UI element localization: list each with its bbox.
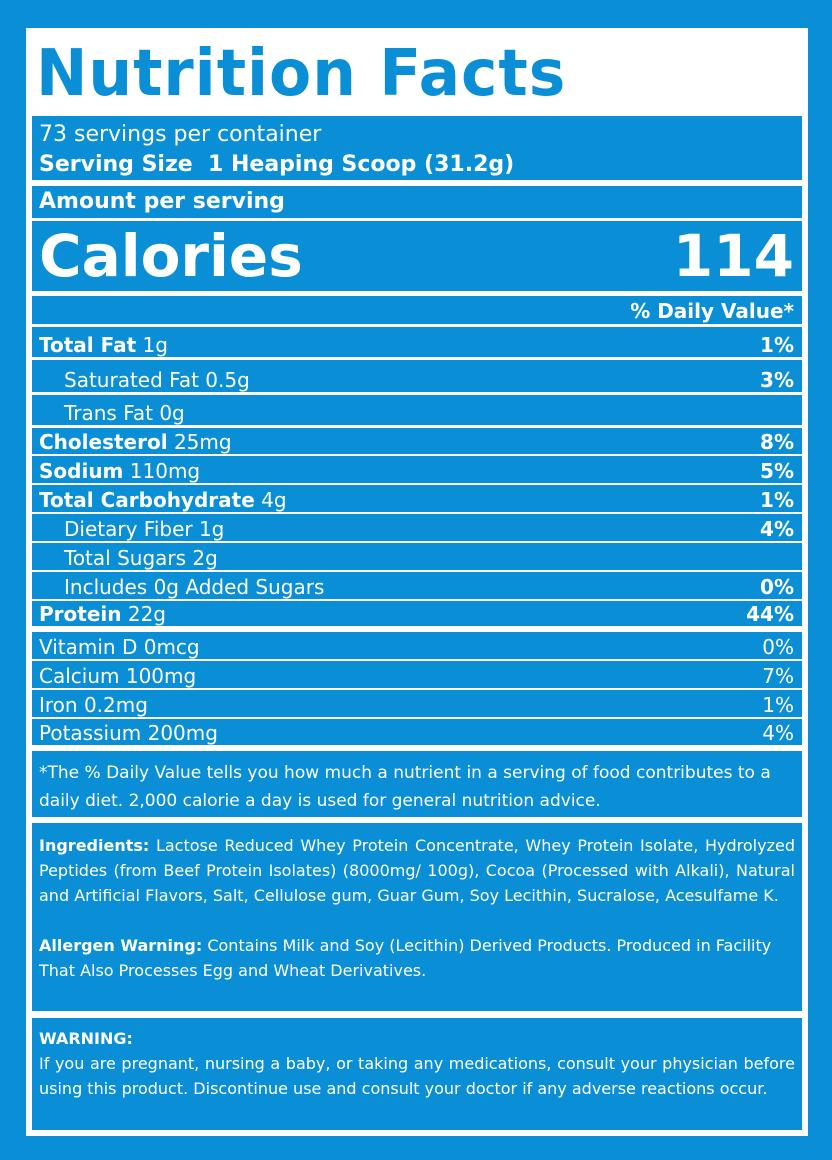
amount-per-serving-label: Amount per serving <box>39 189 285 214</box>
vitamin-dv: 7% <box>762 664 794 688</box>
calories-row: Calories 114 <box>32 221 802 291</box>
nutrient-label: Includes 0g Added Sugars <box>64 575 325 599</box>
calories-label: Calories <box>39 222 303 290</box>
daily-value-header-row: % Daily Value* <box>32 296 802 324</box>
nutrient-dv: 3% <box>760 368 794 392</box>
ingredients-label: Ingredients: <box>39 836 150 855</box>
nutrient-label: Protein 22g <box>39 602 166 626</box>
nutrient-dv: 5% <box>760 459 794 483</box>
ingredients: Ingredients: Lactose Reduced Whey Protei… <box>32 833 802 908</box>
nutrient-label: Total Fat 1g <box>39 333 168 357</box>
warning-text: If you are pregnant, nursing a baby, or … <box>39 1054 795 1098</box>
page-title: Nutrition Facts <box>36 37 567 111</box>
nutrient-dv: 44% <box>746 602 794 626</box>
vitamin-dv: 1% <box>762 693 794 717</box>
vitamin-label: Iron 0.2mg <box>39 693 148 717</box>
vitamin-row-vitamin-d: Vitamin D 0mcg 0% <box>32 632 802 659</box>
vitamin-dv: 4% <box>762 721 794 745</box>
vitamin-label: Calcium 100mg <box>39 664 197 688</box>
nutrient-row-sodium: Sodium 110mg 5% <box>32 456 802 483</box>
daily-value-footnote: *The % Daily Value tells you how much a … <box>39 763 771 811</box>
vitamin-row-calcium: Calcium 100mg 7% <box>32 661 802 688</box>
nutrient-dv: 8% <box>760 430 794 454</box>
footnote-block: *The % Daily Value tells you how much a … <box>32 751 802 817</box>
daily-value-header: % Daily Value* <box>630 299 794 323</box>
nutrient-row-trans-fat: Trans Fat 0g <box>32 395 802 425</box>
servings-block: 73 servings per container Serving Size 1… <box>32 116 802 180</box>
nutrient-row-protein: Protein 22g 44% <box>32 601 802 626</box>
nutrient-label: Trans Fat 0g <box>64 401 185 425</box>
serving-size-value: 1 Heaping Scoop (31.2g) <box>208 152 515 177</box>
amount-per-serving-row: Amount per serving <box>32 186 802 218</box>
vitamin-label: Potassium 200mg <box>39 721 218 745</box>
warning-label: WARNING: <box>39 1029 133 1048</box>
nutrient-dv: 0% <box>760 575 794 599</box>
nutrient-row-total-sugars: Total Sugars 2g <box>32 543 802 570</box>
nutrient-dv: 1% <box>760 333 794 357</box>
ingredients-text: Lactose Reduced Whey Protein Concentrate… <box>39 836 795 905</box>
allergen-label: Allergen Warning: <box>39 936 203 955</box>
nutrient-label: Total Carbohydrate 4g <box>39 488 287 512</box>
nutrient-label: Dietary Fiber 1g <box>64 517 225 541</box>
nutrient-row-cholesterol: Cholesterol 25mg 8% <box>32 428 802 454</box>
calories-value: 114 <box>672 222 794 290</box>
ingredients-block: Ingredients: Lactose Reduced Whey Protei… <box>32 823 802 1011</box>
nutrient-label: Total Sugars 2g <box>64 546 218 570</box>
nutrient-row-dietary-fiber: Dietary Fiber 1g 4% <box>32 514 802 541</box>
nutrient-row-total-fat: Total Fat 1g 1% <box>32 327 802 357</box>
serving-size: Serving Size 1 Heaping Scoop (31.2g) <box>32 150 802 180</box>
nutrient-dv: 4% <box>760 517 794 541</box>
allergen-warning: Allergen Warning: Contains Milk and Soy … <box>32 933 802 983</box>
nutrient-label: Cholesterol 25mg <box>39 430 232 454</box>
nutrient-row-total-carbohydrate: Total Carbohydrate 4g 1% <box>32 485 802 512</box>
nutrient-row-added-sugars: Includes 0g Added Sugars 0% <box>32 572 802 599</box>
serving-size-label: Serving Size <box>39 152 193 177</box>
vitamin-row-potassium: Potassium 200mg 4% <box>32 719 802 745</box>
nutrient-row-saturated-fat: Saturated Fat 0.5g 3% <box>32 360 802 392</box>
allergen-text: Contains Milk and Soy (Lecithin) Derived… <box>39 936 772 980</box>
vitamin-row-iron: Iron 0.2mg 1% <box>32 690 802 717</box>
vitamin-dv: 0% <box>762 635 794 659</box>
nutrient-label: Sodium 110mg <box>39 459 201 483</box>
nutrient-label: Saturated Fat 0.5g <box>64 368 250 392</box>
nutrient-dv: 1% <box>760 488 794 512</box>
vitamin-label: Vitamin D 0mcg <box>39 635 200 659</box>
warning-block: WARNING: If you are pregnant, nursing a … <box>32 1018 802 1130</box>
servings-per-container: 73 servings per container <box>39 122 322 147</box>
